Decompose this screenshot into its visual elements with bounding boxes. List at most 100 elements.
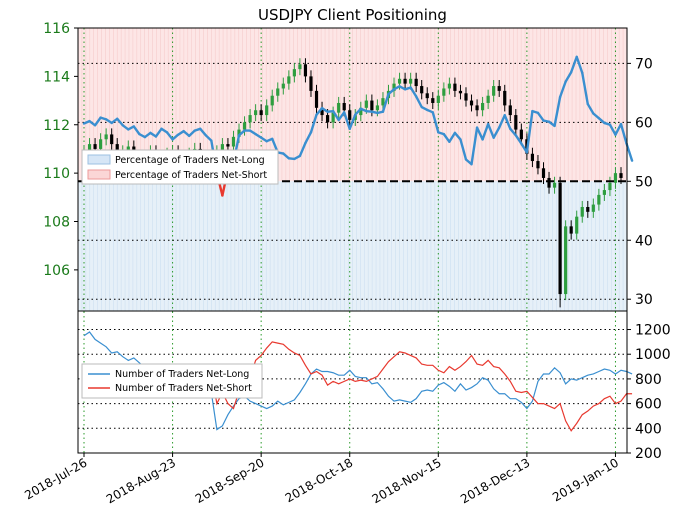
candle xyxy=(403,78,407,84)
pct-line-segment xyxy=(387,88,396,96)
candle xyxy=(364,100,368,108)
pct-line-segment xyxy=(475,126,484,141)
count-tick-label: 200 xyxy=(635,446,662,462)
price-tick-label: 110 xyxy=(43,166,70,182)
candle xyxy=(436,95,440,103)
candle xyxy=(375,105,380,111)
candle xyxy=(442,88,446,96)
legend-swatch-short xyxy=(87,169,111,180)
candle xyxy=(619,173,623,178)
pct-line-segment xyxy=(315,106,324,116)
date-tick-label: 2018-Jul-26 xyxy=(22,455,89,502)
pct-line-segment xyxy=(431,111,440,134)
candle xyxy=(248,115,252,123)
candle xyxy=(458,90,463,94)
pct-line-segment xyxy=(237,129,246,137)
candle xyxy=(231,136,236,147)
pct-line-segment xyxy=(298,141,307,158)
candle xyxy=(497,86,501,91)
candle xyxy=(237,129,241,137)
bottom-panel-frame xyxy=(77,310,628,454)
pct-line-segment xyxy=(93,116,102,127)
pct-line-segment xyxy=(154,127,163,138)
candle xyxy=(480,102,485,111)
candle xyxy=(469,100,474,106)
legend-swatch-long xyxy=(87,154,111,165)
candle xyxy=(447,83,451,89)
pct-line-segment xyxy=(597,117,606,125)
pct-tick-label: 70 xyxy=(635,56,653,72)
pct-line-segment xyxy=(481,122,490,141)
pct-tick-label: 50 xyxy=(635,174,653,190)
candle xyxy=(303,64,308,77)
pct-line-segment xyxy=(409,86,418,98)
candle xyxy=(508,105,512,116)
price-tick-label: 106 xyxy=(43,263,70,279)
pct-line-segment xyxy=(309,113,318,134)
date-tick-label: 2018-Oct-18 xyxy=(283,455,355,505)
pct-line-segment xyxy=(470,126,479,166)
candle xyxy=(409,78,413,84)
candle xyxy=(314,90,319,108)
pct-line-segment xyxy=(354,107,363,116)
pct-line-segment xyxy=(204,134,213,142)
candle xyxy=(242,122,247,130)
date-tick-label: 2018-Nov-15 xyxy=(370,455,444,506)
candle xyxy=(292,69,296,77)
candle xyxy=(586,206,590,212)
candle xyxy=(536,161,540,169)
pct-line-segment xyxy=(569,55,578,74)
date-tick-label: 2018-Dec-13 xyxy=(458,455,532,506)
candle xyxy=(575,216,579,234)
top-legend: Percentage of Traders Net-Long Percentage… xyxy=(81,149,279,185)
candle xyxy=(87,144,92,152)
pct-tick-label: 40 xyxy=(635,233,653,249)
candle xyxy=(381,98,385,106)
chart-title: USDJPY Client Positioning xyxy=(258,6,447,24)
candle xyxy=(93,144,97,149)
candle xyxy=(420,86,424,94)
candle xyxy=(464,93,468,101)
candle xyxy=(558,182,562,295)
candle xyxy=(392,83,396,91)
pct-line-segment xyxy=(575,55,584,75)
candle xyxy=(613,173,618,183)
candle xyxy=(254,110,258,116)
candle xyxy=(265,105,269,116)
pct-line-segment xyxy=(304,131,313,145)
pct-line-segment xyxy=(619,122,628,145)
candle xyxy=(591,204,595,212)
candle xyxy=(226,144,230,147)
pct-line-segment xyxy=(586,102,595,115)
pct-line-segment xyxy=(199,127,207,137)
price-tick-label: 112 xyxy=(43,118,70,134)
price-tick-label: 114 xyxy=(43,69,70,85)
bottom-legend: Number of Traders Net-Long Number of Trad… xyxy=(81,363,263,399)
candle xyxy=(220,144,225,152)
pct-line-segment xyxy=(453,131,462,141)
pct-line-segment xyxy=(448,131,457,143)
pct-line-segment xyxy=(331,109,340,122)
price-tick-label: 108 xyxy=(43,215,70,231)
candle xyxy=(552,182,557,188)
candle xyxy=(397,78,402,84)
pct-line-segment xyxy=(498,114,506,129)
candle xyxy=(580,206,584,217)
candle xyxy=(475,105,479,111)
pct-line-segment xyxy=(282,152,291,160)
candle xyxy=(309,76,313,91)
candle xyxy=(414,78,418,87)
candle xyxy=(337,102,341,113)
count-tick-label: 1000 xyxy=(635,347,671,363)
candle xyxy=(431,98,435,103)
pct-line-segment xyxy=(442,132,451,143)
candle xyxy=(486,95,490,103)
legend-label-short: Percentage of Traders Net-Short xyxy=(115,170,267,181)
pct-line-segment xyxy=(414,95,423,109)
date-tick-label: 2018-Sep-20 xyxy=(193,455,267,506)
pct-line-segment xyxy=(608,123,617,136)
pct-line-segment xyxy=(558,80,567,99)
pct-line-segment xyxy=(509,127,518,137)
pct-line-segment xyxy=(171,133,180,141)
